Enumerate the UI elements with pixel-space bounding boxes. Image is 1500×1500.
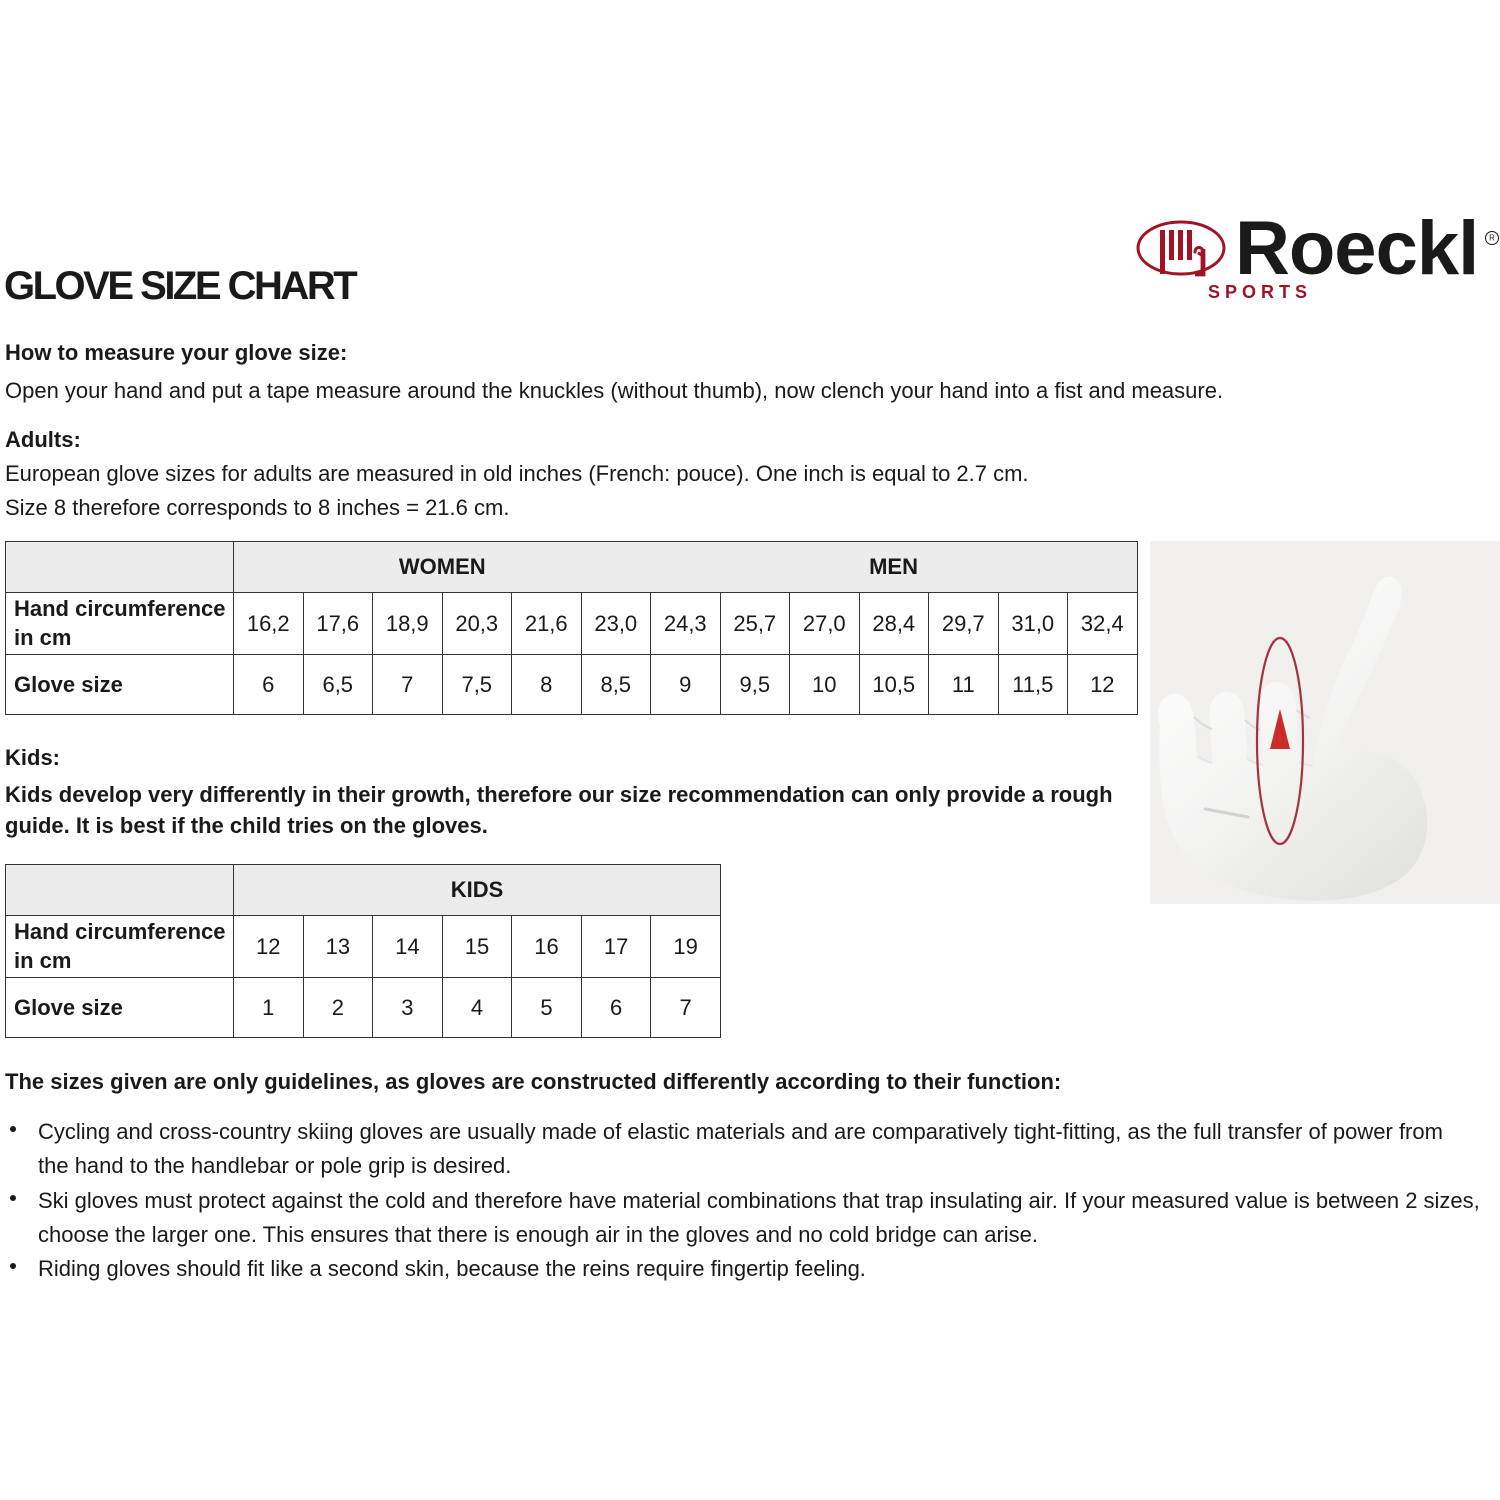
svg-text:Roeckl: Roeckl	[1235, 215, 1478, 291]
svg-text:SPORTS: SPORTS	[1208, 282, 1312, 302]
svg-text:R: R	[1489, 234, 1495, 243]
